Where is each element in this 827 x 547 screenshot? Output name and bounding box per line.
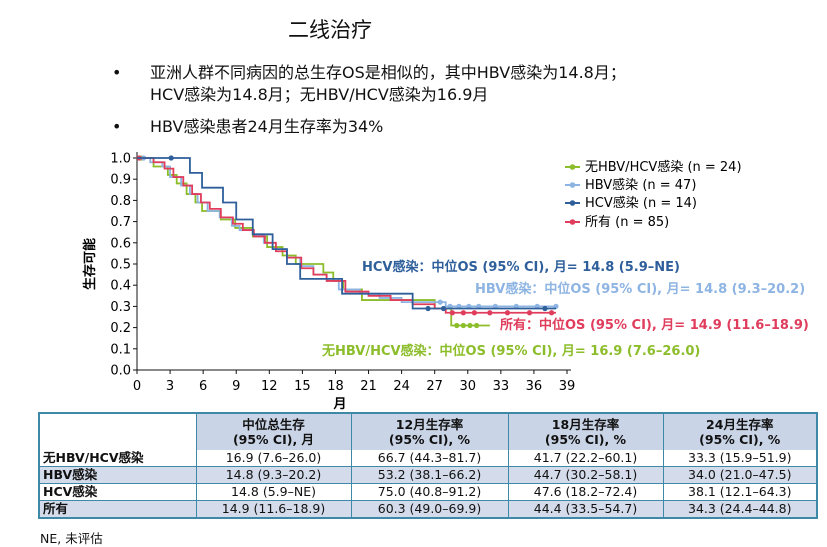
survival-table: 中位总生存 (95% CI), 月 12月生存率 (95% CI), % 18月生存率(… (38, 412, 818, 519)
table-row: 所有 14.9 (11.6–18.9) 60.3 (49.0–69.9) 44.4 (… (39, 500, 818, 519)
table-cell: 14.8 (9.3–20.2) (196, 466, 352, 484)
x-tick-label: 39 (559, 379, 576, 394)
table-cell: 33.3 (15.9–51.9) (663, 450, 818, 467)
legend-label: 无HBV/HCV感染 (n = 24) (585, 159, 742, 175)
table-row: HBV感染 14.8 (9.3–20.2) 53.2 (38.1–66.2) 44.7… (39, 466, 818, 484)
y-tick-label: 0.4 (110, 279, 131, 294)
x-tick-label: 21 (360, 379, 377, 394)
table-header-row: 中位总生存 (95% CI), 月 12月生存率 (95% CI), % 18月生存率(… (39, 413, 818, 450)
x-tick-label: 24 (393, 379, 410, 394)
y-tick-label: 1.0 (110, 152, 131, 167)
survival-curve (137, 157, 490, 327)
table-header-cell: 24月生存率 (95% CI), % (663, 413, 818, 450)
table-cell: 41.7 (22.2–60.1) (508, 450, 664, 467)
bullet-dot: • (112, 117, 122, 136)
row-label: HBV感染 (39, 466, 197, 484)
median-os-annotation: HCV感染：中位OS (95% CI), 月= 14.8 (5.9–NE) (362, 259, 680, 275)
row-label: 所有 (39, 500, 197, 519)
table-cell: 47.6 (18.2–72.4) (508, 483, 664, 501)
y-tick-label: 0.2 (110, 321, 131, 336)
censor-mark (454, 322, 460, 329)
y-tick-label: 0.7 (110, 215, 131, 230)
x-tick-label: 18 (327, 379, 344, 394)
survival-curve (137, 157, 556, 314)
x-tick-label: 27 (426, 379, 443, 394)
km-survival-chart: 0.00.10.20.30.40.50.60.70.80.91.00 3 6 9 12 1… (82, 152, 809, 413)
table-header-cell: 12月生存率 (95% CI), % (351, 413, 509, 450)
y-tick-label: 0.3 (110, 300, 131, 315)
table-row: 无HBV/HCV感染 16.9 (7.6–26.0) 66.7 (44.3–81.7… (39, 450, 818, 467)
row-label: HCV感染 (39, 483, 197, 501)
legend-label: HBV感染 (n = 47) (585, 177, 696, 193)
table-cell: 66.7 (44.3–81.7) (351, 450, 509, 467)
y-tick-label: 0.1 (110, 342, 131, 357)
censor-mark (460, 322, 466, 329)
x-axis-label: 月 (332, 397, 346, 412)
median-os-annotation: 无HBV/HCV感染：中位OS (95% CI), 月= 16.9 (7.6–2… (321, 343, 700, 359)
bullet-text: HBV感染患者24月生存率为34% (150, 117, 384, 136)
legend-marker (569, 219, 576, 225)
censor-mark (425, 305, 431, 312)
table-cell: 14.8 (5.9–NE) (196, 483, 352, 501)
x-tick-label: 0 (133, 379, 141, 394)
x-tick-label: 36 (526, 379, 543, 394)
y-tick-label: 0.8 (110, 194, 131, 209)
legend-label: HCV感染 (n = 14) (585, 195, 697, 211)
y-tick-label: 0.6 (110, 236, 131, 251)
x-tick-label: 15 (294, 379, 311, 394)
censor-mark (460, 310, 466, 316)
legend-marker (569, 182, 576, 188)
table-row: HCV感染 14.8 (5.9–NE) 75.0 (40.8–91.2) 47.6 (… (39, 483, 818, 501)
slide-title: 二线治疗 (288, 18, 372, 42)
table-cell: 14.9 (11.6–18.9) (196, 500, 352, 519)
censor-mark (487, 310, 493, 316)
x-tick-label: 12 (261, 379, 278, 394)
censor-mark (437, 299, 443, 305)
table-cell: 44.7 (30.2–58.1) (508, 466, 664, 484)
footnote: NE, 未评估 (40, 531, 103, 546)
survival-curve (137, 157, 556, 310)
row-label: 无HBV/HCV感染 (39, 450, 197, 467)
table-cell: 38.1 (12.1–64.3) (663, 483, 818, 501)
table-cell: 53.2 (38.1–66.2) (351, 466, 509, 484)
table-cell: 60.3 (49.0–69.9) (351, 500, 509, 519)
x-tick-label: 33 (493, 379, 510, 394)
censor-mark (526, 310, 533, 316)
y-tick-label: 0.0 (110, 364, 131, 379)
y-tick-label: 0.5 (110, 258, 131, 273)
x-tick-label: 9 (232, 379, 240, 394)
table-header-cell: 18月生存率 (95% CI), % (508, 413, 664, 450)
censor-mark (473, 322, 480, 329)
censor-mark (440, 305, 447, 312)
median-os-annotation: 所有：中位OS (95% CI), 月= 14.9 (11.6–18.9) (500, 317, 809, 333)
bullet-dot: • (112, 63, 122, 82)
table-cell: 44.4 (33.5–54.7) (508, 500, 664, 519)
bullet-text: 亚洲人群不同病因的总生存OS是相似的，其中HBV感染为14.8月； (150, 63, 626, 82)
x-tick-label: 30 (459, 379, 476, 394)
x-tick-label: 3 (166, 379, 174, 394)
censor-mark (504, 310, 511, 316)
censor-mark (542, 305, 548, 312)
censor-mark (467, 322, 473, 329)
legend-marker (569, 164, 576, 170)
table-corner (39, 413, 197, 450)
y-axis-label: 生存可能 (82, 238, 98, 290)
bullet-text: HCV感染为14.8月；无HBV/HCV感染为16.9月 (150, 85, 489, 104)
censor-mark (449, 310, 455, 316)
table-header-cell: 中位总生存 (95% CI), 月 (196, 413, 352, 450)
x-tick-label: 6 (199, 379, 207, 394)
y-tick-label: 0.9 (110, 173, 131, 188)
table-cell: 34.3 (24.4–44.8) (663, 500, 818, 519)
table-body: 无HBV/HCV感染 16.9 (7.6–26.0) 66.7 (44.3–81.7… (39, 450, 818, 519)
legend-marker (569, 200, 576, 206)
legend-label: 所有 (n = 85) (585, 215, 669, 230)
table-cell: 34.0 (21.0–47.5) (663, 466, 818, 484)
table-cell: 16.9 (7.6–26.0) (196, 450, 352, 467)
censor-mark (471, 310, 477, 316)
table-cell: 75.0 (40.8–91.2) (351, 483, 509, 501)
median-os-annotation: HBV感染：中位OS (95% CI), 月= 14.8 (9.3–20.2) (475, 281, 805, 297)
censor-mark (548, 310, 555, 316)
censor-mark (168, 155, 174, 161)
